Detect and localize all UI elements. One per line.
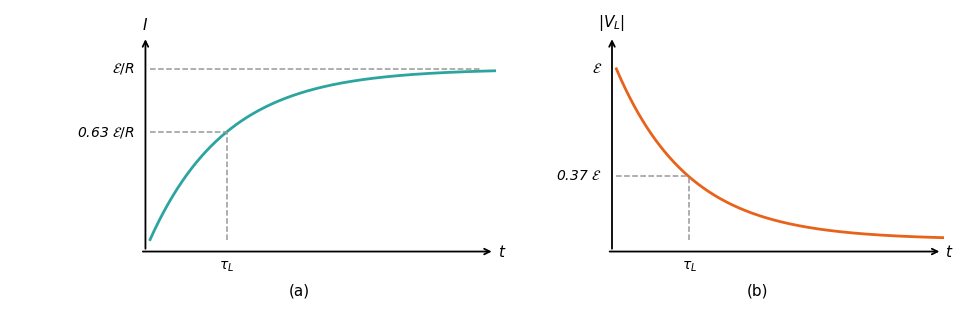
- Text: $\mathcal{E}/R$: $\mathcal{E}/R$: [112, 61, 134, 76]
- Text: $|\mathit{V}_L|$: $|\mathit{V}_L|$: [598, 13, 626, 33]
- Text: $\tau_L$: $\tau_L$: [219, 259, 234, 274]
- Text: $\mathcal{E}$: $\mathcal{E}$: [592, 62, 602, 76]
- Text: (b): (b): [746, 284, 768, 299]
- Text: $t$: $t$: [946, 244, 954, 259]
- Text: $I$: $I$: [142, 17, 149, 33]
- Text: 0.63 $\mathcal{E}/R$: 0.63 $\mathcal{E}/R$: [77, 125, 134, 140]
- Text: $\tau_L$: $\tau_L$: [681, 259, 697, 274]
- Text: (a): (a): [288, 284, 309, 299]
- Text: 0.37 $\mathcal{E}$: 0.37 $\mathcal{E}$: [557, 169, 602, 183]
- Text: $t$: $t$: [498, 244, 506, 259]
